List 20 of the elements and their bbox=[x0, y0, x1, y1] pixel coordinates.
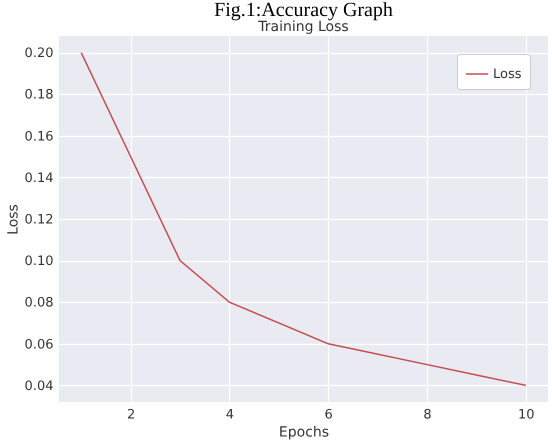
x-tick-label: 8 bbox=[423, 408, 432, 422]
y-tick-label: 0.16 bbox=[24, 129, 54, 144]
y-tick-label: 0.14 bbox=[24, 170, 54, 186]
y-axis-title: Loss bbox=[6, 204, 22, 235]
y-tick-label: 0.10 bbox=[24, 254, 54, 270]
x-tick-label: 10 bbox=[518, 408, 535, 422]
y-tick-label: 0.20 bbox=[24, 46, 54, 62]
x-tick-label: 2 bbox=[126, 408, 136, 422]
y-tick-label: 0.12 bbox=[24, 212, 54, 228]
legend-label: Loss bbox=[493, 67, 522, 82]
x-axis-title: Epochs bbox=[278, 424, 330, 440]
y-tick-label: 0.08 bbox=[24, 296, 54, 311]
caption: Fig.1:Accuracy Graph bbox=[214, 0, 393, 21]
line-series bbox=[80, 52, 527, 386]
y-tick-label: 0.04 bbox=[24, 378, 54, 394]
chart-title: Training Loss bbox=[257, 19, 349, 35]
x-tick-label: 4 bbox=[226, 408, 234, 422]
y-tick-label: 0.18 bbox=[24, 88, 54, 103]
y-tick-label: 0.06 bbox=[24, 337, 54, 352]
x-tick-label: 6 bbox=[324, 408, 333, 422]
